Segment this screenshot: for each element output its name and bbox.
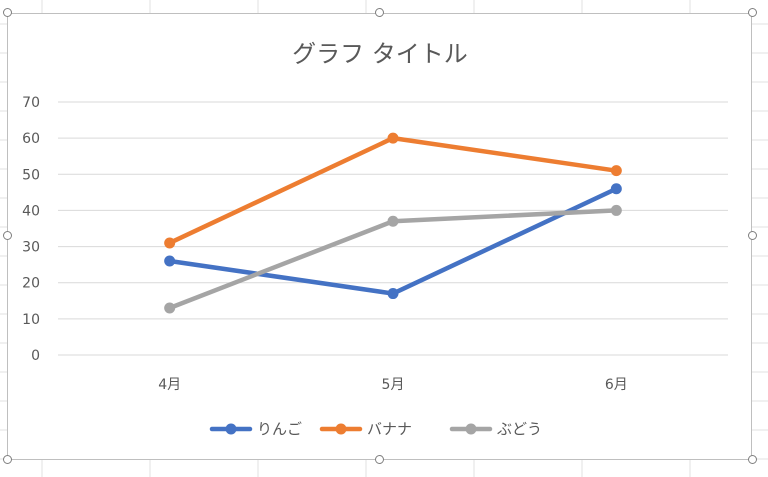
y-axis-labels: 0 10 20 30 40 50 60 70 (22, 95, 40, 364)
y-tick-label: 30 (22, 240, 40, 256)
y-tick-label: 70 (22, 95, 40, 111)
legend-entry[interactable]: りんご (209, 420, 302, 438)
chart-area[interactable] (7, 13, 752, 460)
series-ぶどう[interactable] (164, 204, 622, 314)
resize-handle-bottom-right[interactable] (748, 455, 757, 464)
x-tick-label: 5月 (382, 377, 405, 393)
x-tick-label: 6月 (605, 377, 628, 393)
resize-handle-bottom-center[interactable] (375, 455, 384, 464)
x-axis-labels: 4月 5月 6月 (158, 377, 628, 393)
resize-handle-bottom-left[interactable] (3, 455, 12, 464)
series-lines (164, 132, 622, 314)
y-tick-label: 40 (22, 203, 40, 219)
legend-marker-icon (465, 423, 477, 435)
legend-label: バナナ (367, 420, 412, 438)
y-tick-label: 50 (22, 167, 40, 183)
legend-entry[interactable]: バナナ (319, 420, 412, 438)
legend-label: りんご (257, 420, 302, 438)
data-point[interactable] (610, 204, 622, 216)
legend-marker-icon (335, 423, 347, 435)
x-tick-label: 4月 (158, 377, 181, 393)
legend-marker-icon (225, 423, 237, 435)
series-りんご[interactable] (164, 183, 622, 300)
data-point[interactable] (164, 255, 176, 267)
series-line[interactable] (167, 186, 619, 296)
data-point[interactable] (387, 215, 399, 227)
resize-handle-middle-right[interactable] (748, 231, 757, 240)
legend[interactable]: りんご バナナ ぶどう (209, 420, 542, 438)
data-point[interactable] (610, 183, 622, 195)
y-tick-label: 60 (22, 131, 40, 147)
legend-entry[interactable]: ぶどう (449, 420, 542, 438)
series-バナナ[interactable] (164, 132, 622, 249)
resize-handle-top-right[interactable] (748, 8, 757, 17)
chart-title[interactable]: グラフ タイトル (292, 40, 468, 68)
data-point[interactable] (164, 237, 176, 249)
y-tick-label: 0 (31, 348, 40, 364)
data-point[interactable] (610, 165, 622, 177)
resize-handle-middle-left[interactable] (3, 231, 12, 240)
legend-label: ぶどう (497, 420, 542, 438)
resize-handle-top-left[interactable] (3, 8, 12, 17)
y-tick-label: 10 (22, 312, 40, 328)
data-point[interactable] (164, 302, 176, 314)
data-point[interactable] (387, 132, 399, 144)
resize-handle-top-center[interactable] (375, 8, 384, 17)
data-point[interactable] (387, 288, 399, 300)
series-line[interactable] (167, 135, 619, 246)
y-tick-label: 20 (22, 276, 40, 292)
